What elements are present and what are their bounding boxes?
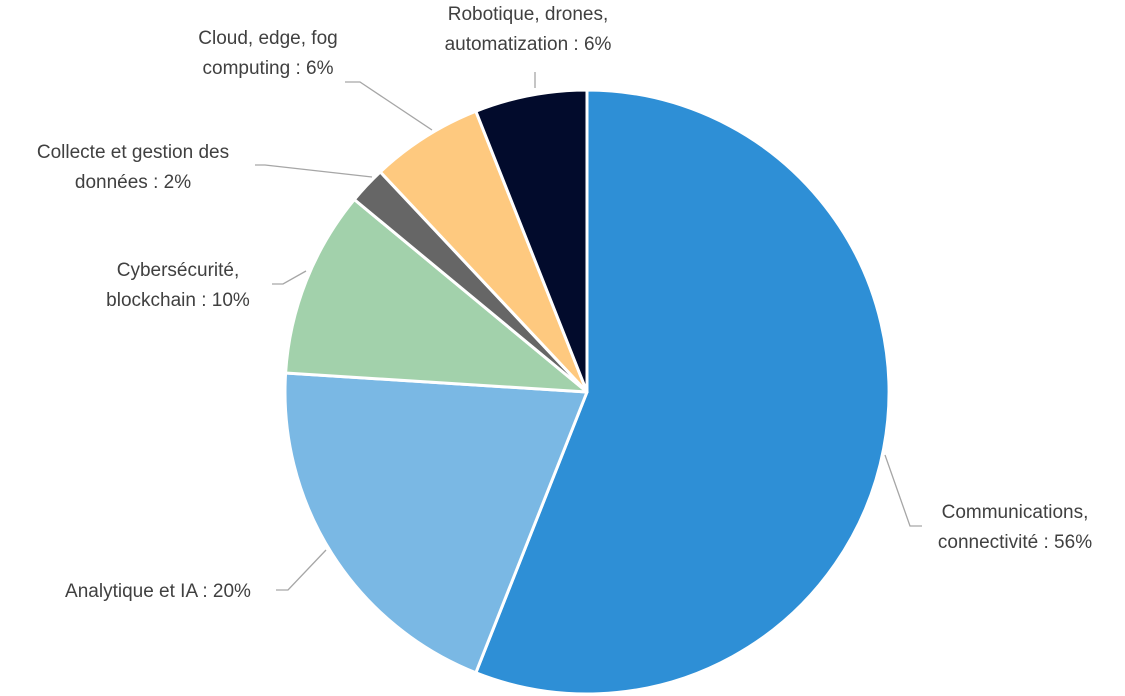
slice-label-line: Analytique et IA : 20%: [65, 581, 251, 602]
pie-slices: [283, 88, 891, 696]
slice-label-line: Robotique, drones,: [448, 4, 609, 25]
pie-labels: Communications, connectivité : 56% Analyti…: [37, 4, 1092, 602]
slice-label: Collecte et gestion des données : 2%: [37, 142, 229, 193]
slice-label-line: Cloud, edge, fog: [198, 28, 337, 49]
slice-label-line: blockchain : 10%: [106, 290, 250, 311]
slice-label-line: Cybersécurité,: [117, 260, 240, 281]
leader-line: [345, 81, 433, 131]
slice-label-line: automatization : 6%: [445, 34, 612, 55]
slice-label-line: Communications,: [942, 502, 1089, 523]
slice-label-line: connectivité : 56%: [938, 532, 1092, 553]
leader-line: [255, 164, 373, 178]
slice-label-line: données : 2%: [75, 172, 191, 193]
slice-label: Robotique, drones, automatization : 6%: [445, 4, 612, 55]
slice-label: Cloud, edge, fog computing : 6%: [198, 28, 337, 79]
leader-line: [276, 549, 327, 591]
pie-slice: [283, 371, 589, 675]
pie-slice: [474, 88, 891, 696]
pie-slice: [474, 88, 589, 394]
slice-label-line: computing : 6%: [203, 58, 334, 79]
leader-line: [272, 270, 307, 285]
slice-label: Communications, connectivité : 56%: [938, 502, 1092, 553]
slice-label-line: Collecte et gestion des: [37, 142, 229, 163]
pie-slice: [284, 198, 589, 394]
leader-line: [884, 454, 922, 527]
slice-label: Analytique et IA : 20%: [65, 581, 251, 602]
slice-label: Cybersécurité, blockchain : 10%: [106, 260, 250, 311]
